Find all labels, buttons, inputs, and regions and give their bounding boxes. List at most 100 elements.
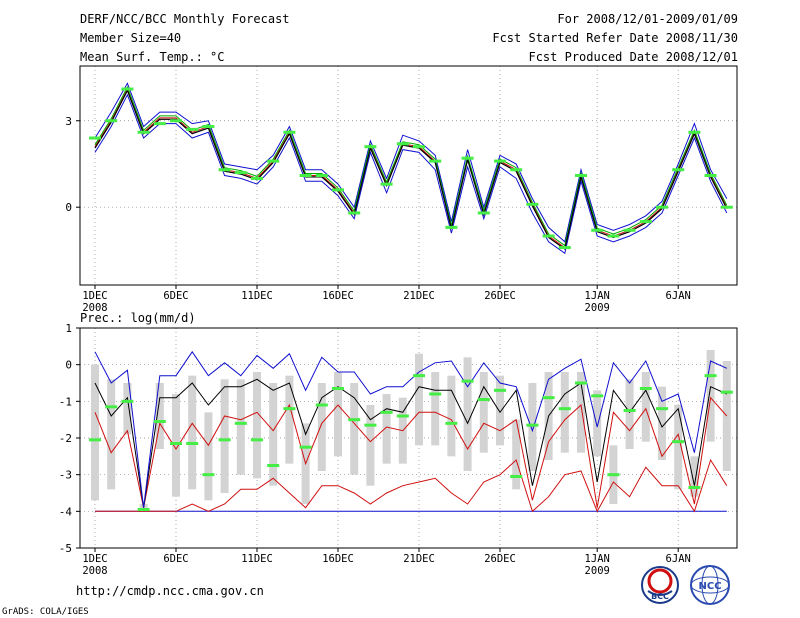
member-mark	[461, 379, 474, 383]
member-mark	[364, 423, 377, 427]
y-tick-label: -5	[59, 542, 72, 555]
spread-bar	[577, 372, 585, 453]
spread-bar	[107, 379, 116, 490]
member-mark	[348, 211, 361, 215]
spread-bar	[366, 405, 375, 486]
member-mark	[283, 407, 296, 411]
member-mark	[202, 473, 215, 477]
member-mark	[332, 387, 344, 390]
member-mark	[558, 246, 571, 250]
spread-bar	[496, 375, 504, 446]
x-tick-label: 6JAN	[666, 553, 691, 565]
max-line	[94, 350, 728, 508]
member-mark	[218, 438, 231, 442]
member-mark	[704, 174, 717, 177]
spread-bar	[528, 383, 537, 471]
median-line	[94, 85, 728, 247]
lower-quantile-line	[95, 458, 728, 513]
spread-bar	[447, 375, 456, 457]
x-tick-label: 6JAN	[666, 290, 691, 302]
x-tick-label: 6DEC	[163, 290, 188, 302]
member-mark	[396, 142, 409, 146]
spread-bar	[560, 372, 569, 453]
temp-variable-label: Mean Surf. Temp.: °C	[80, 50, 225, 64]
spread-bar	[625, 379, 634, 449]
spread-bar	[658, 386, 666, 460]
member-mark	[348, 418, 361, 422]
chart-title: DERF/NCC/BCC Monthly Forecast	[80, 12, 290, 26]
member-mark	[413, 145, 425, 149]
member-mark	[283, 130, 296, 134]
member-mark	[121, 87, 134, 91]
member-mark	[429, 392, 442, 396]
member-mark	[89, 438, 101, 442]
spread-bar	[382, 394, 391, 464]
member-mark	[720, 205, 733, 209]
member-mark	[170, 119, 182, 123]
x-tick-label: 26DEC	[484, 290, 516, 302]
bcc-logo: BCC	[641, 566, 679, 604]
member-mark	[170, 442, 182, 445]
spread-bar	[479, 372, 488, 453]
spread-bar	[674, 405, 683, 490]
spread-bar	[236, 379, 245, 475]
x-tick-label: 16DEC	[322, 290, 354, 302]
spread-bar	[269, 383, 278, 486]
spread-bar	[690, 456, 699, 497]
spread-bar	[512, 419, 521, 490]
y-tick-label: -2	[59, 432, 72, 445]
member-mark	[639, 220, 652, 224]
spread-bar	[285, 375, 294, 464]
member-mark	[704, 374, 717, 378]
x-tick-label: 1DEC	[82, 290, 107, 302]
member-mark	[267, 159, 280, 163]
member-mark	[688, 486, 701, 489]
member-mark	[607, 473, 620, 477]
x-tick-label: 6DEC	[163, 553, 188, 565]
y-tick-label: 3	[65, 115, 72, 128]
member-mark	[639, 387, 652, 390]
spread-bar	[253, 372, 261, 479]
member-mark	[186, 442, 199, 445]
member-mark	[688, 130, 701, 134]
member-mark	[380, 410, 393, 414]
spread-bar	[91, 364, 99, 501]
member-mark	[591, 228, 604, 232]
spread-bar	[641, 372, 650, 442]
member-mark	[299, 174, 312, 177]
member-mark	[526, 423, 539, 427]
plot-frame	[79, 65, 738, 286]
spread-bar	[334, 372, 342, 457]
member-mark	[299, 445, 312, 449]
member-mark	[332, 188, 344, 192]
member-mark	[267, 464, 280, 467]
forecast-started: Fcst Started Refer Date 2008/11/30	[492, 31, 738, 45]
mean-line	[94, 89, 728, 251]
member-mark	[672, 168, 685, 172]
member-mark	[315, 174, 328, 177]
ncc-logo: NCC	[690, 565, 730, 605]
member-mark	[656, 407, 668, 411]
member-mark	[153, 420, 166, 423]
spread-bar	[204, 412, 213, 501]
spread-bar	[431, 372, 440, 446]
member-mark	[575, 174, 587, 177]
member-mark	[510, 475, 523, 478]
bcc-logo-text: BCC	[651, 592, 669, 601]
x-tick-year-label: 2008	[82, 302, 107, 314]
mean-line	[94, 378, 728, 508]
member-mark	[607, 234, 620, 238]
member-mark	[105, 405, 118, 409]
member-mark	[380, 182, 393, 186]
member-mark	[591, 394, 604, 398]
x-tick-label: 26DEC	[484, 553, 516, 565]
grads-credit: GrADS: COLA/IGES	[2, 607, 89, 617]
y-tick-label: -3	[59, 469, 72, 482]
y-tick-label: 1	[65, 322, 72, 335]
member-mark	[251, 176, 263, 180]
spread-bar	[350, 383, 359, 475]
y-tick-label: 0	[65, 201, 72, 214]
